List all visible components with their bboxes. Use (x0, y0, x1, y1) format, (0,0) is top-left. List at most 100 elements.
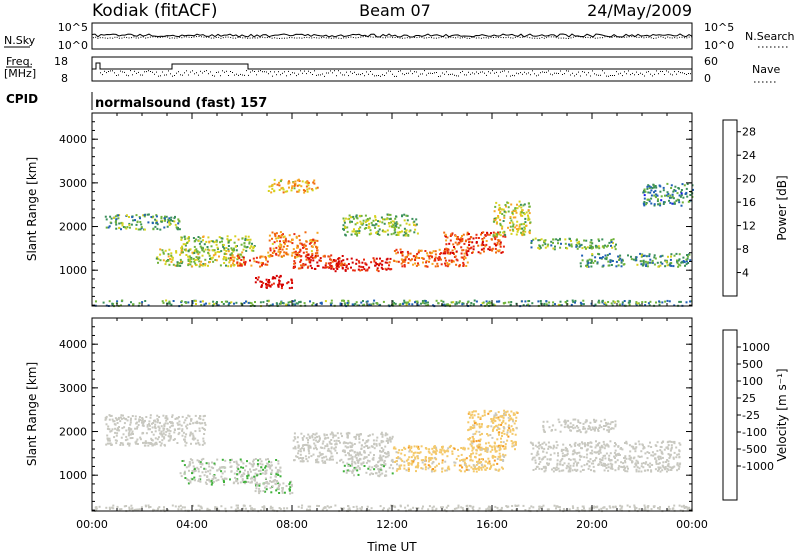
scatter-cell (604, 463, 606, 466)
scatter-cell (579, 301, 582, 304)
scatter-cell (171, 424, 174, 427)
scatter-cell (380, 440, 383, 443)
scatter-cell (383, 451, 386, 454)
scatter-cell (115, 221, 117, 224)
scatter-cell (216, 246, 219, 249)
scatter-cell (504, 454, 507, 457)
scatter-cell (428, 456, 431, 459)
nave-point (126, 74, 127, 76)
scatter-cell (259, 301, 262, 304)
scatter-cell (503, 447, 506, 450)
scatter-cell (405, 459, 408, 462)
scatter-cell (293, 185, 296, 187)
scatter-cell (170, 254, 173, 257)
scatter-cell (472, 410, 475, 413)
scatter-cell (456, 243, 459, 246)
scatter-cell (527, 214, 529, 217)
scatter-cell (303, 449, 305, 452)
scatter-cell (514, 448, 516, 451)
scatter-cell (324, 462, 327, 464)
scatter-cell (283, 507, 286, 510)
scatter-cell (560, 304, 563, 307)
scatter-cell (262, 282, 265, 285)
scatter-cell (360, 453, 363, 456)
scatter-cell (397, 451, 400, 454)
scatter-cell (328, 506, 331, 509)
scatter-cell (191, 251, 194, 254)
scatter-cell (295, 455, 298, 458)
scatter-cell (403, 227, 406, 230)
scatter-cell (354, 233, 357, 235)
scatter-cell (408, 223, 411, 226)
nave-point (476, 71, 477, 73)
scatter-cell (408, 509, 410, 512)
scatter-cell (201, 443, 204, 446)
nave-point (346, 71, 347, 73)
scatter-cell (393, 226, 396, 229)
scatter-cell (429, 458, 432, 461)
scatter-cell (486, 449, 489, 452)
scatter-cell (159, 444, 162, 447)
scatter-cell (605, 258, 608, 261)
scatter-cell (374, 215, 377, 218)
scatter-cell (512, 229, 515, 232)
scatter-cell (134, 418, 137, 421)
scatter-cell (472, 447, 475, 450)
scatter-cell (465, 265, 468, 267)
scatter-cell (324, 300, 327, 303)
scatter-cell (653, 203, 656, 206)
scatter-cell (222, 466, 225, 468)
nave-point (446, 71, 447, 73)
scatter-cell (560, 450, 563, 452)
scatter-cell (301, 447, 303, 450)
scatter-cell (249, 468, 251, 471)
scatter-cell (409, 508, 412, 511)
scatter-cell (523, 233, 526, 236)
scatter-cell (378, 470, 381, 472)
scatter-cell (355, 214, 358, 217)
scatter-cell (454, 241, 457, 244)
scatter-cell (658, 458, 660, 461)
scatter-cell (348, 469, 351, 472)
scatter-cell (481, 423, 483, 426)
scatter-cell (373, 224, 376, 227)
scatter-cell (328, 440, 331, 443)
scatter-cell (494, 205, 497, 208)
scatter-cell (187, 482, 190, 485)
scatter-cell (621, 505, 624, 508)
scatter-cell (580, 465, 583, 468)
scatter-cell (381, 433, 384, 436)
scatter-cell (177, 222, 180, 225)
scatter-cell (527, 209, 530, 212)
scatter-cell (375, 444, 378, 447)
scatter-cell (603, 447, 606, 450)
scatter-cell (568, 466, 571, 469)
scatter-cell (269, 247, 272, 250)
scatter-cell (359, 220, 362, 223)
scatter-cell (467, 233, 470, 235)
scatter-cell (266, 465, 269, 468)
scatter-cell (266, 462, 269, 465)
scatter-cell (244, 482, 247, 485)
scatter-region (392, 248, 469, 268)
scatter-cell (400, 262, 403, 265)
scatter-cell (220, 301, 223, 303)
scatter-cell (508, 427, 511, 430)
scatter-cell (309, 446, 312, 449)
scatter-cell (150, 439, 153, 441)
scatter-cell (416, 466, 419, 469)
scatter-cell (316, 435, 319, 438)
scatter-cell (205, 240, 208, 243)
scatter-cell (434, 253, 437, 256)
scatter-cell (358, 435, 361, 438)
scatter-cell (230, 506, 233, 509)
scatter-cell (510, 219, 513, 222)
scatter-cell (111, 302, 114, 305)
nsearch-label: N.Search (745, 30, 795, 43)
scatter-cell (570, 243, 573, 246)
scatter-cell (581, 247, 584, 250)
scatter-cell (499, 218, 502, 221)
scatter-cell (300, 185, 303, 188)
nave-point (354, 71, 355, 73)
scatter-cell (381, 508, 384, 511)
